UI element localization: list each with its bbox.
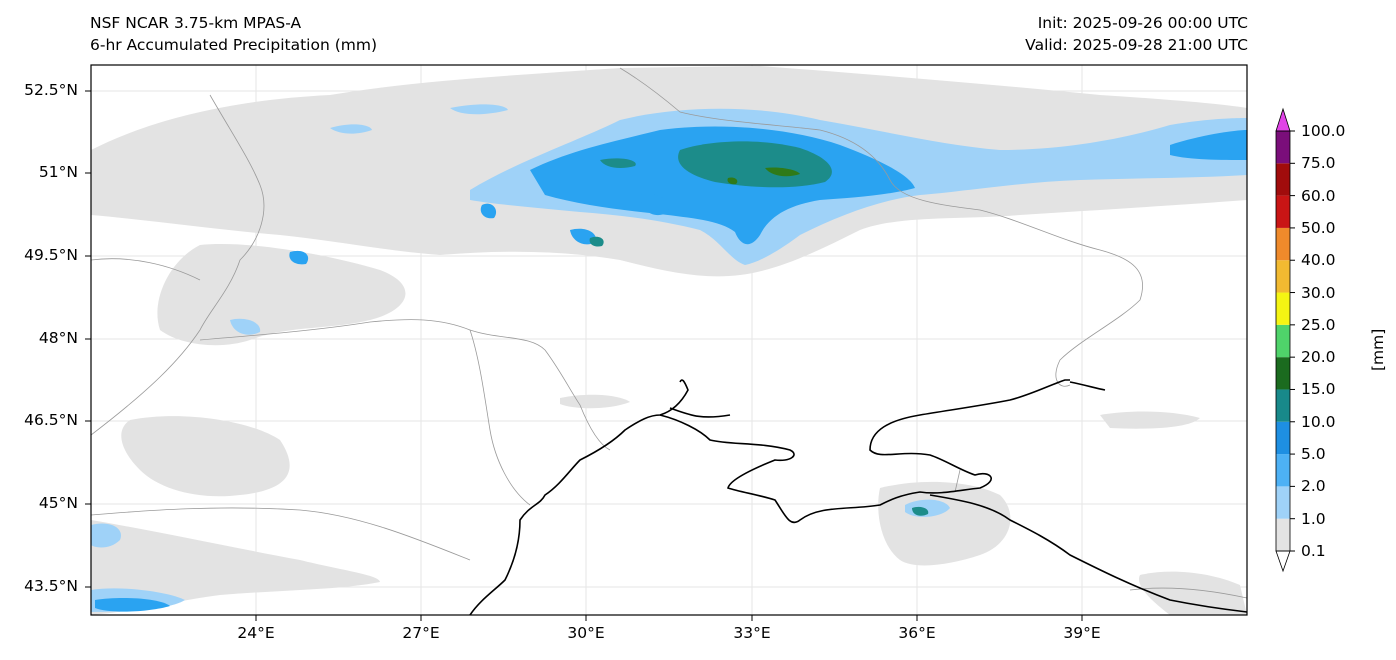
precip-2mm-areas	[95, 126, 1247, 612]
colorbar-segment	[1276, 454, 1290, 487]
axis-ticks	[85, 90, 1083, 621]
colorbar-level-label: 75.0	[1301, 154, 1336, 173]
colorbar-segment	[1276, 163, 1290, 196]
colorbar-level-label: 0.1	[1301, 542, 1326, 560]
colorbar-extend-max	[1275, 107, 1291, 132]
colorbar-level-label: 100.0	[1301, 122, 1346, 140]
model-title: NSF NCAR 3.75-km MPAS-A	[90, 14, 302, 32]
valid-time: Valid: 2025-09-28 21:00 UTC	[1025, 36, 1248, 54]
lon-label: 24°E	[237, 624, 275, 642]
colorbar-segment	[1276, 227, 1290, 261]
colorbar-segment	[1276, 389, 1290, 422]
lon-label: 27°E	[402, 624, 440, 642]
colorbar-level-label: 30.0	[1301, 283, 1336, 302]
colorbar-level-label: 2.0	[1301, 477, 1326, 496]
colorbar-unit: [mm]	[1369, 328, 1387, 371]
lat-label: 43.5°N	[24, 577, 78, 595]
colorbar-segment	[1276, 421, 1290, 455]
lat-label: 46.5°N	[24, 411, 78, 429]
coastline	[469, 379, 1247, 615]
field-title: 6-hr Accumulated Precipitation (mm)	[90, 36, 377, 54]
colorbar-level-label: 60.0	[1301, 186, 1336, 205]
map-frame	[90, 64, 1248, 616]
colorbar-level-label: 40.0	[1301, 251, 1336, 270]
colorbar-border	[1275, 130, 1291, 552]
colorbar-segment	[1276, 518, 1290, 551]
colorbar-extend-min	[1275, 550, 1291, 573]
colorbar-segment	[1276, 292, 1290, 325]
precip-10mm-areas	[727, 167, 800, 185]
colorbar-level-label: 1.0	[1301, 509, 1326, 528]
colorbar-segment	[1276, 131, 1290, 164]
lon-label: 33°E	[733, 624, 771, 642]
precip-5mm-areas	[589, 141, 929, 516]
country-borders	[91, 67, 1247, 599]
colorbar-level-label: 50.0	[1301, 218, 1336, 237]
lat-label: 45°N	[38, 494, 78, 512]
init-time: Init: 2025-09-26 00:00 UTC	[1037, 14, 1248, 32]
colorbar-level-label: 20.0	[1301, 348, 1336, 367]
colorbar-level-label: 10.0	[1301, 412, 1336, 431]
colorbar-level-label: 15.0	[1301, 380, 1336, 399]
colorbar-level-label: 25.0	[1301, 315, 1336, 334]
colorbar-segment	[1276, 324, 1290, 358]
colorbar-segment	[1276, 195, 1290, 228]
lat-label: 48°N	[38, 329, 78, 347]
colorbar-segment	[1276, 357, 1290, 390]
colorbar-segment	[1276, 260, 1290, 293]
lat-label: 51°N	[38, 163, 78, 181]
colorbar	[1275, 107, 1295, 573]
lon-label: 39°E	[1063, 624, 1101, 642]
lon-label: 36°E	[898, 624, 936, 642]
lat-label: 52.5°N	[24, 81, 78, 99]
lon-label: 30°E	[567, 624, 605, 642]
colorbar-level-label: 5.0	[1301, 445, 1326, 464]
lat-label: 49.5°N	[24, 246, 78, 264]
colorbar-segment	[1276, 486, 1290, 519]
